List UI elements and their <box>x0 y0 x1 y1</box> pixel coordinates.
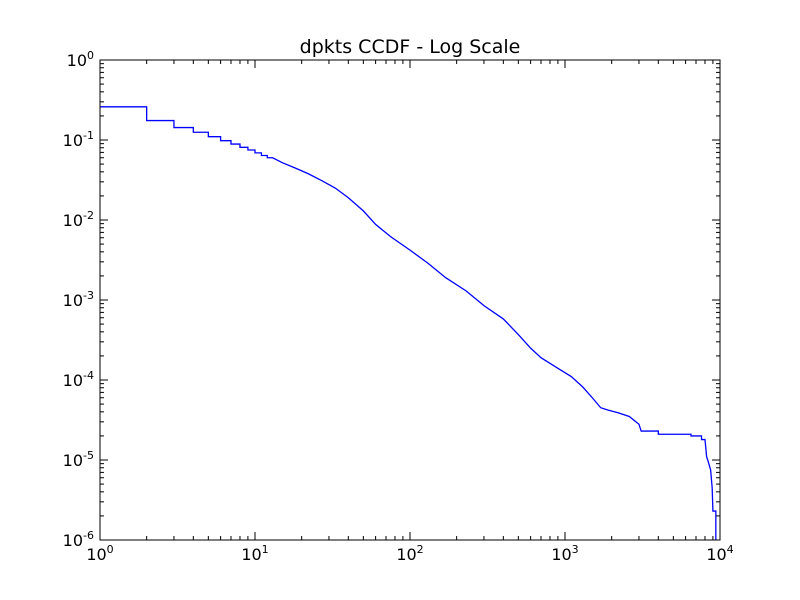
y-tick-base: 10 <box>63 451 83 470</box>
x-tick-base: 10 <box>241 545 261 564</box>
y-tick-exponent: -5 <box>83 449 94 462</box>
x-tick-exponent: 2 <box>417 543 424 556</box>
y-tick-base: 10 <box>63 131 83 150</box>
y-tick-exponent: 0 <box>87 49 94 62</box>
x-tick-exponent: 0 <box>107 543 114 556</box>
y-tick-exponent: -1 <box>83 129 94 142</box>
y-tick-exponent: -4 <box>83 369 94 382</box>
chart-title: dpkts CCDF - Log Scale <box>300 36 521 58</box>
series-line-0 <box>100 106 717 540</box>
plot-frame <box>99 59 721 541</box>
y-tick-base: 10 <box>63 291 83 310</box>
y-tick-label: 100 <box>67 49 94 70</box>
x-tick-base: 10 <box>551 545 571 564</box>
x-tick-base: 10 <box>86 545 106 564</box>
y-tick-exponent: -3 <box>83 289 94 302</box>
y-tick-label: 10-1 <box>63 129 94 150</box>
y-tick-exponent: -6 <box>83 529 94 542</box>
tick-labels-layer: 100 101 102 103 10410010-110-210-310-410-510… <box>63 49 734 564</box>
x-tick-label: 102 <box>396 543 423 564</box>
y-tick-base: 10 <box>63 531 83 550</box>
x-tick-label: 101 <box>241 543 268 564</box>
y-tick-label: 10-6 <box>63 529 94 550</box>
y-tick-label: 10-5 <box>63 449 94 470</box>
x-tick-label: 100 <box>86 543 113 564</box>
x-tick-exponent: 3 <box>572 543 579 556</box>
y-tick-base: 10 <box>63 211 83 230</box>
x-tick-base: 10 <box>706 545 726 564</box>
x-tick-label: 104 <box>706 543 733 564</box>
y-tick-label: 10-4 <box>63 369 94 390</box>
x-tick-label: 103 <box>551 543 578 564</box>
y-tick-base: 10 <box>63 371 83 390</box>
y-tick-label: 10-3 <box>63 289 94 310</box>
y-tick-label: 10-2 <box>63 209 94 230</box>
y-tick-exponent: -2 <box>83 209 94 222</box>
x-tick-exponent: 4 <box>727 543 734 556</box>
x-tick-exponent: 1 <box>262 543 269 556</box>
ticks-layer <box>99 59 721 541</box>
y-tick-base: 10 <box>67 51 87 70</box>
x-tick-base: 10 <box>396 545 416 564</box>
series-layer <box>100 106 717 540</box>
